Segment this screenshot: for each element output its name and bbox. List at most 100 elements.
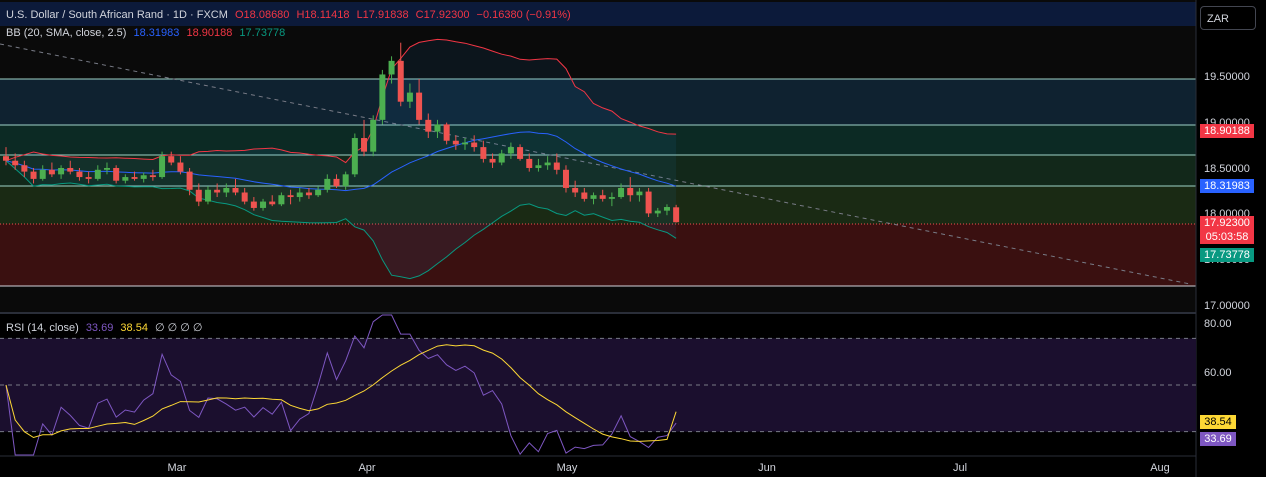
candle-body <box>498 153 505 163</box>
candle-body <box>599 195 606 199</box>
price-tick: 18.50000 <box>1204 163 1250 175</box>
candle-body <box>85 177 92 179</box>
candle-body <box>67 167 74 172</box>
candle-body <box>223 187 230 193</box>
candle-body <box>113 167 120 181</box>
candle-body <box>58 167 65 175</box>
rsi-label[interactable]: RSI (14, close) <box>6 322 79 334</box>
rsi-sma-line <box>5 344 677 442</box>
candle-body <box>250 201 257 208</box>
price-tick: 19.50000 <box>1204 71 1250 83</box>
time-tick: Jun <box>758 462 776 474</box>
candle-body <box>351 138 358 175</box>
candle-body <box>168 156 175 163</box>
candle-body <box>370 119 377 152</box>
red-zone <box>0 224 1196 286</box>
symbol-title[interactable]: U.S. Dollar / South African Rand · 1D · … <box>6 9 228 21</box>
upper-band-badge: 18.90188 <box>1200 124 1254 138</box>
time-tick: May <box>556 462 578 474</box>
rsi-tick: 60.00 <box>1204 367 1232 379</box>
candle-body <box>140 175 147 179</box>
rsi-line <box>5 314 677 456</box>
rsi-sma-value: 38.54 <box>120 322 148 334</box>
candle-body <box>517 147 524 159</box>
bb-upper-value: 18.90188 <box>186 27 233 39</box>
bb-lower-line <box>5 160 677 280</box>
candle-body <box>654 210 661 214</box>
candle-body <box>406 92 413 102</box>
candle-body <box>149 175 156 178</box>
bb-lower-value: 17.73778 <box>239 27 286 39</box>
candle-body <box>30 171 37 179</box>
bb-basis-value: 18.31983 <box>133 27 180 39</box>
candle-body <box>416 92 423 120</box>
candle-body <box>131 177 138 179</box>
change-value: −0.16380 (−0.91%) <box>476 9 571 21</box>
candle-body <box>103 167 110 170</box>
level-zone-1 <box>0 79 1196 125</box>
close-value: C17.92300 <box>415 9 470 21</box>
basis-badge: 18.31983 <box>1200 179 1254 193</box>
countdown-badge: 05:03:58 <box>1200 230 1254 244</box>
candle-body <box>553 162 560 170</box>
candle-body <box>544 162 551 166</box>
candle-body <box>535 165 542 168</box>
candle-body <box>590 195 597 199</box>
candle-body <box>305 192 312 196</box>
candle-body <box>342 174 349 187</box>
candle-body <box>195 189 202 202</box>
candle-body <box>379 74 386 120</box>
candle-body <box>287 195 294 198</box>
candle-body <box>177 162 184 172</box>
candle-body <box>507 147 514 154</box>
candle-body <box>241 192 248 202</box>
candle-body <box>278 195 285 205</box>
candle-body <box>361 138 368 152</box>
candle-body <box>204 189 211 202</box>
candle-body <box>94 169 101 179</box>
candle-body <box>636 191 643 196</box>
candle-body <box>269 201 276 205</box>
candle-body <box>21 165 28 172</box>
candle-body <box>562 169 569 188</box>
candle-body <box>324 178 331 190</box>
candle-body <box>232 187 239 193</box>
candle-body <box>159 156 166 178</box>
bb-legend[interactable]: BB (20, SMA, close, 2.5) 18.31983 18.901… <box>6 27 289 39</box>
candle-body <box>48 169 55 175</box>
candle-body <box>425 119 432 132</box>
bb-upper-line <box>5 38 677 164</box>
candle-body <box>489 158 496 163</box>
candle-body <box>186 171 193 190</box>
candle-body <box>3 156 9 161</box>
rsi-badge: 33.69 <box>1200 432 1236 446</box>
candle-body <box>627 187 634 196</box>
time-tick: Jul <box>952 462 968 474</box>
time-tick: Apr <box>358 462 376 474</box>
candle-body <box>673 207 680 223</box>
bb-fill <box>6 39 677 279</box>
bb-label[interactable]: BB (20, SMA, close, 2.5) <box>6 27 127 39</box>
candle-body <box>434 124 441 132</box>
currency-button[interactable]: ZAR <box>1200 6 1256 30</box>
rsi-value: 33.69 <box>85 322 114 334</box>
candle-body <box>618 187 625 198</box>
candle-body <box>452 140 459 145</box>
header-band <box>0 2 1196 26</box>
low-value: L17.91838 <box>356 9 409 21</box>
rsi-tick: 80.00 <box>1204 318 1232 330</box>
candle-body <box>526 158 533 168</box>
rsi-legend[interactable]: RSI (14, close) 33.69 38.54 ∅ ∅ ∅ ∅ <box>6 321 207 334</box>
candle-body <box>608 197 615 199</box>
candle-body <box>122 177 129 181</box>
candle-body <box>39 169 46 179</box>
candle-body <box>572 187 579 193</box>
candle-body <box>333 178 340 187</box>
candle-body <box>471 142 478 148</box>
candle-body <box>296 192 303 198</box>
level-zone-2 <box>0 125 1196 155</box>
open-value: O18.08680 <box>234 9 290 21</box>
symbol-legend[interactable]: U.S. Dollar / South African Rand · 1D · … <box>6 9 575 21</box>
candle-body <box>397 60 404 102</box>
